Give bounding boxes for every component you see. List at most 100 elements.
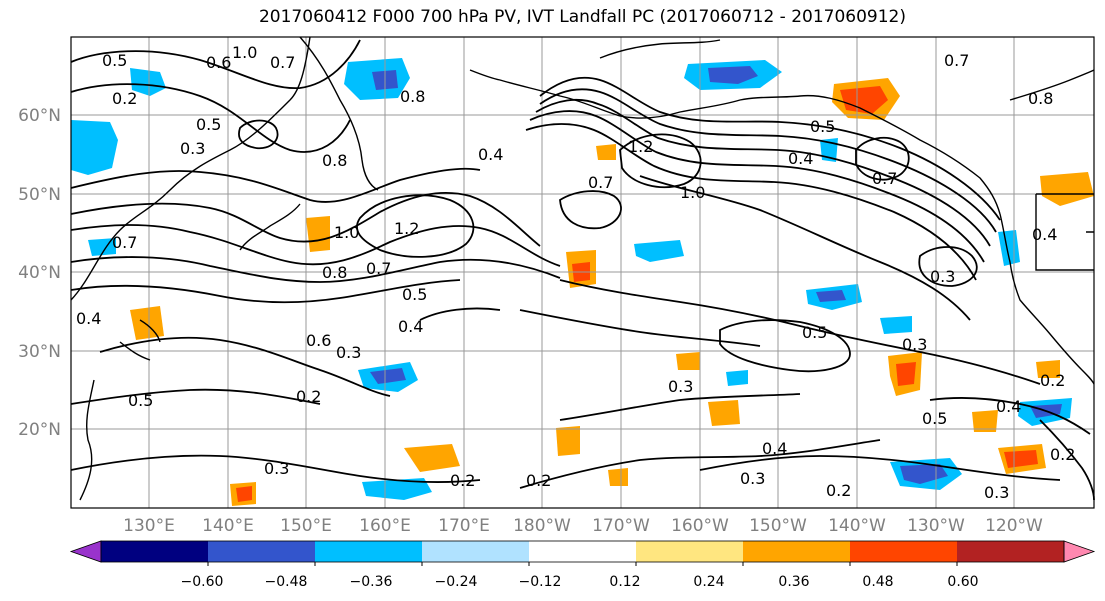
colorbar-tick-label: 0.36 [778, 574, 809, 590]
contour-label: 1.2 [394, 219, 419, 238]
colorbar-segment [529, 541, 637, 562]
colorbar-extension-low [69, 540, 102, 563]
colorbar-tick-label: 0.48 [862, 574, 893, 590]
lat-label-60n: 60°N [18, 106, 61, 126]
colorbar-tick-label: 0.24 [693, 574, 724, 590]
colorbar-tick-label: −0.36 [350, 574, 393, 590]
contour-label: 0.4 [762, 439, 787, 458]
colorbar-outline [100, 540, 1065, 563]
shade-patch [840, 86, 888, 114]
contour-label: 0.7 [270, 53, 295, 72]
shade-patch [130, 306, 164, 340]
colorbar: −0.60 −0.48 −0.36 −0.24 −0.12 0.12 0.24 … [69, 540, 1096, 590]
colorbar-ticks [207, 562, 958, 566]
shade-patch [236, 486, 252, 502]
contour-label: 0.2 [112, 89, 137, 108]
contour-label: 0.4 [788, 149, 813, 168]
lat-label-40n: 40°N [18, 263, 61, 283]
shade-patch [556, 426, 580, 456]
contour-label: 0.2 [1050, 445, 1075, 464]
contour-label: 0.5 [102, 51, 127, 70]
shade-patch [634, 240, 684, 262]
lon-label-180w: 180°W [513, 516, 571, 536]
contour-label: 0.5 [196, 115, 221, 134]
lon-label-170w: 170°W [592, 516, 650, 536]
shade-patch [726, 370, 748, 386]
contour-label: 1.2 [628, 137, 653, 156]
contour-label: 0.7 [944, 51, 969, 70]
contour-label: 0.2 [296, 387, 321, 406]
contour-label: 1.0 [232, 43, 257, 62]
contour-label: 0.3 [668, 377, 693, 396]
contour-label-layer: 0.5 0.6 1.0 0.7 0.2 0.5 0.8 0.8 0.3 1.2 … [76, 43, 1075, 502]
shade-patch [608, 468, 628, 486]
colorbar-segment [315, 541, 423, 562]
map-frame [70, 36, 1095, 509]
contour-label: 0.2 [450, 471, 475, 490]
shade-patch [708, 400, 740, 426]
contour-label: 0.7 [366, 259, 391, 278]
contour-label: 0.3 [336, 343, 361, 362]
contour-label: 0.7 [872, 169, 897, 188]
map-title: 2017060412 F000 700 hPa PV, IVT Landfall… [258, 7, 906, 27]
contour-label: 0.5 [802, 323, 827, 342]
shade-patch [370, 368, 406, 384]
contour-label: 0.3 [902, 335, 927, 354]
latitude-labels: 60°N 50°N 40°N 30°N 20°N [18, 106, 61, 440]
contour-label: 0.3 [984, 483, 1009, 502]
contour-label: 0.3 [264, 459, 289, 478]
contour-label: 0.4 [996, 397, 1021, 416]
colorbar-segment [957, 541, 1065, 562]
shade-patch [1036, 360, 1060, 378]
colorbar-tick-label: −0.12 [519, 574, 562, 590]
contour-label: 1.0 [680, 183, 705, 202]
contour-label: 0.4 [478, 145, 503, 164]
contour-label: 0.2 [526, 471, 551, 490]
shading-layer [71, 58, 1094, 506]
contour-label: 0.4 [76, 309, 101, 328]
colorbar-tick-label: 0.12 [609, 574, 640, 590]
shade-patch [880, 316, 912, 334]
lat-label-20n: 20°N [18, 420, 61, 440]
contour-label: 0.6 [206, 53, 231, 72]
lon-label-120w: 120°W [985, 516, 1043, 536]
contour-label: 0.8 [1028, 89, 1053, 108]
contour-lines [70, 39, 1095, 501]
colorbar-tick-label: −0.60 [181, 574, 224, 590]
contour-label: 0.7 [588, 173, 613, 192]
shade-patch [816, 290, 846, 302]
colorbar-segment [743, 541, 851, 562]
colorbar-segments [69, 540, 1096, 563]
contour-label: 0.3 [740, 469, 765, 488]
shade-patch [596, 144, 616, 160]
shade-patch [676, 352, 700, 370]
lon-label-150w: 150°W [749, 516, 807, 536]
colorbar-tick-label: −0.48 [265, 574, 308, 590]
shade-patch [972, 410, 998, 432]
longitude-labels: 130°E 140°E 150°E 160°E 170°E 180°W 170°… [123, 516, 1043, 536]
lon-label-170e: 170°E [438, 516, 490, 536]
contour-label: 0.2 [1040, 371, 1065, 390]
shade-patch [404, 444, 460, 472]
lat-label-50n: 50°N [18, 185, 61, 205]
contour-label: 0.8 [400, 87, 425, 106]
lat-label-30n: 30°N [18, 342, 61, 362]
lon-label-160w: 160°W [671, 516, 729, 536]
contour-label: 0.3 [930, 267, 955, 286]
lon-label-160e: 160°E [359, 516, 411, 536]
contour-label: 0.5 [810, 117, 835, 136]
colorbar-segment [208, 541, 316, 562]
lon-label-150e: 150°E [280, 516, 332, 536]
contour-label: 0.8 [322, 263, 347, 282]
lon-label-130e: 130°E [123, 516, 175, 536]
colorbar-tick-label: 0.60 [947, 574, 978, 590]
lon-label-130w: 130°W [907, 516, 965, 536]
lon-label-140e: 140°E [202, 516, 254, 536]
shade-patch [130, 68, 166, 96]
shade-patch [1040, 172, 1094, 206]
contour-label: 0.3 [180, 139, 205, 158]
contour-label: 0.5 [402, 285, 427, 304]
colorbar-segment [850, 541, 958, 562]
colorbar-segment [636, 541, 744, 562]
